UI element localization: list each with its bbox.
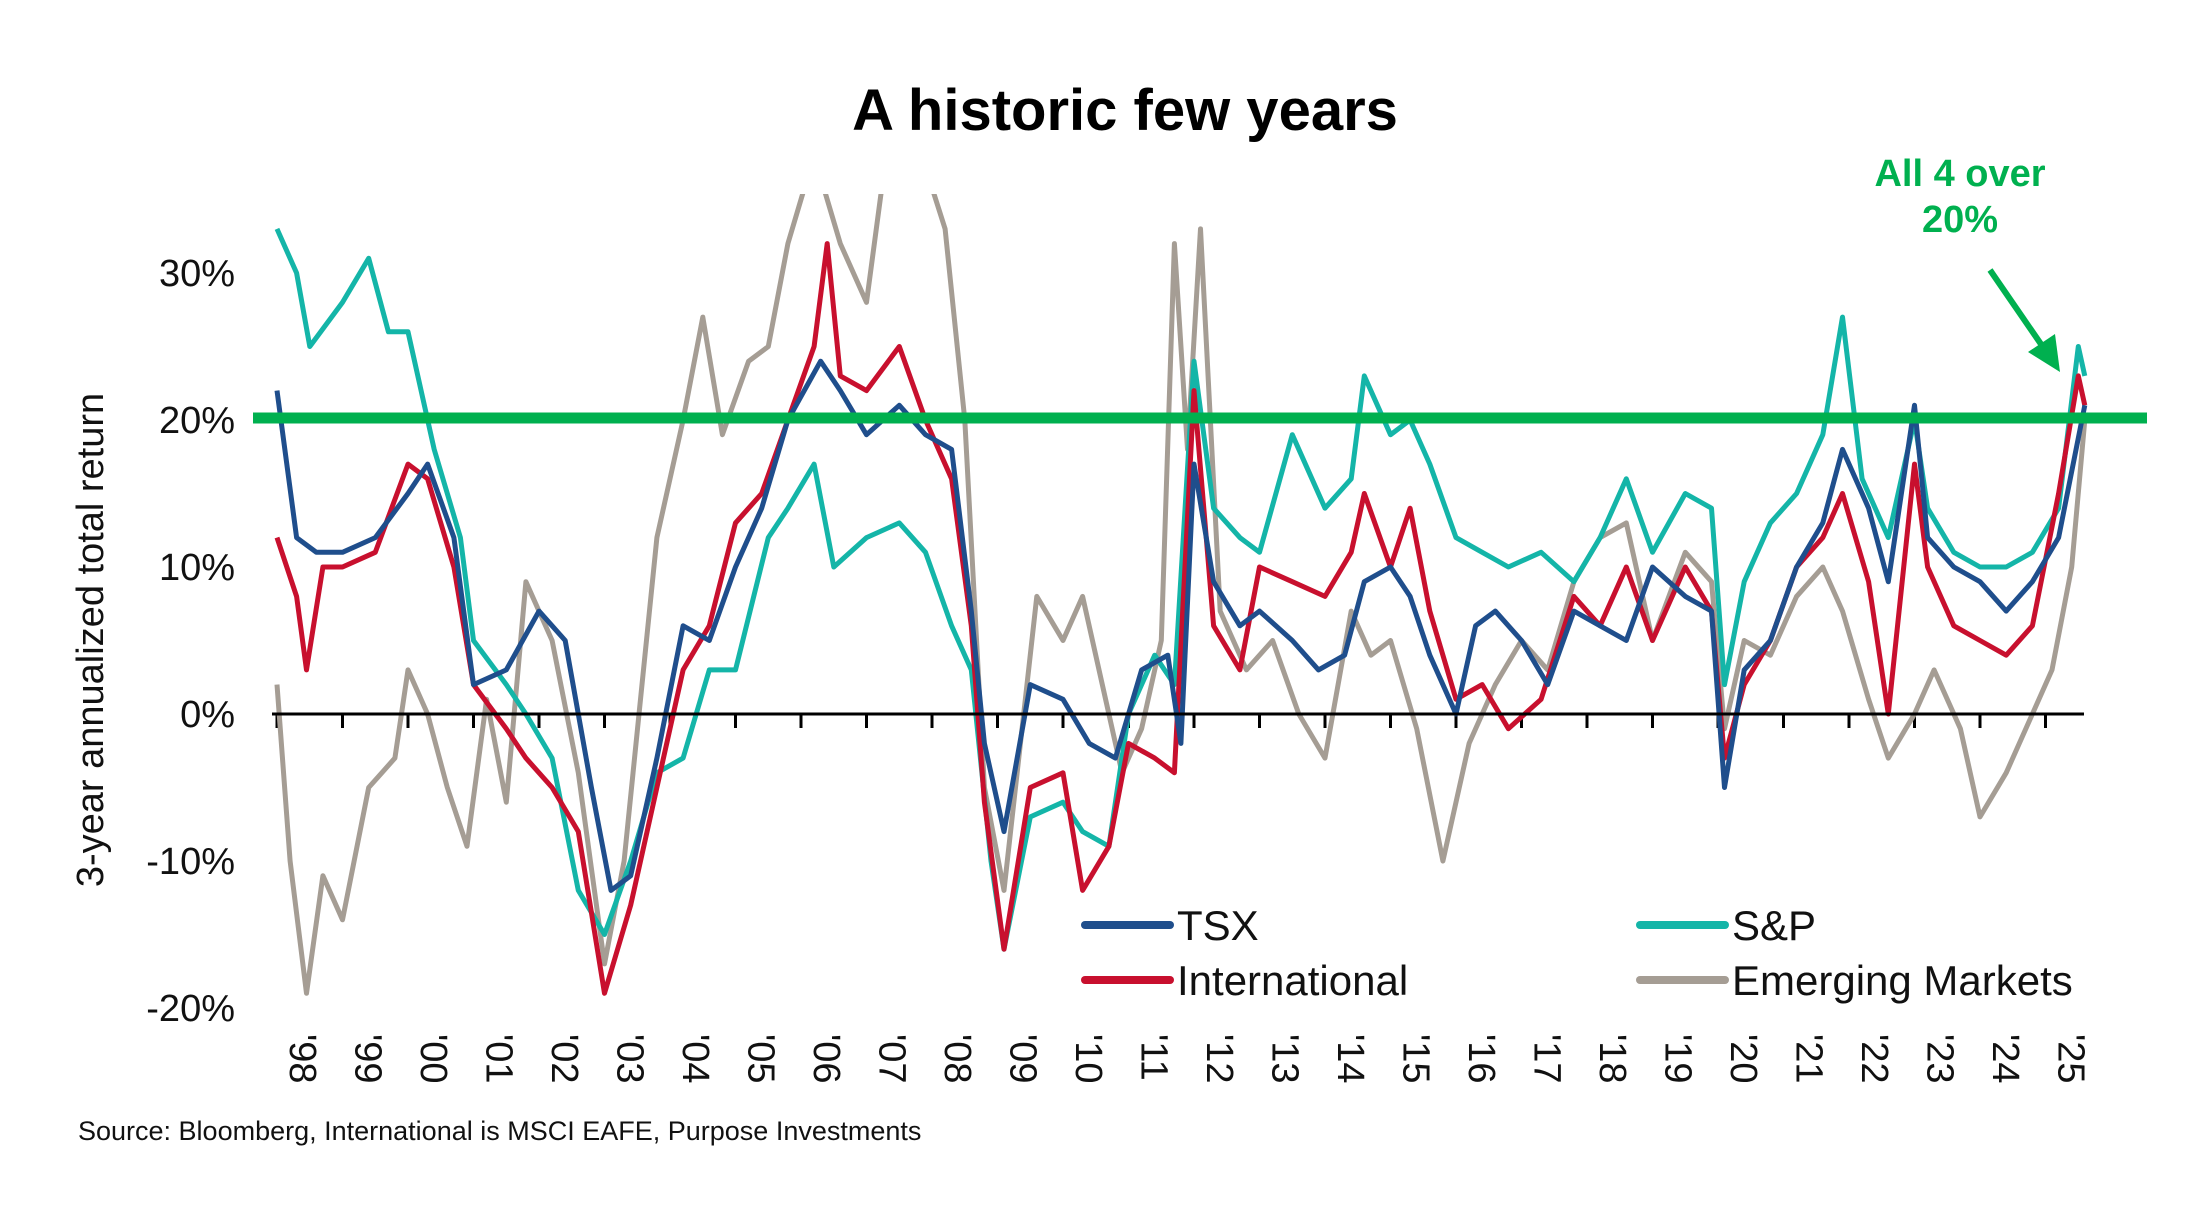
y-tick-label: 0% <box>180 694 235 736</box>
x-tick-label: '18 <box>1591 1034 1633 1084</box>
y-axis-label: 3-year annualized total return <box>70 393 112 887</box>
y-tick-label: 30% <box>159 253 235 295</box>
y-tick-label: 20% <box>159 400 235 442</box>
x-tick-label: '24 <box>1984 1034 2026 1084</box>
annotation-arrow-shaft <box>1987 268 2048 352</box>
y-tick-label: -10% <box>146 841 235 883</box>
annotation-arrow-head <box>2028 334 2060 372</box>
x-tick-label: '01 <box>478 1034 520 1084</box>
x-tick-label: '98 <box>281 1034 323 1084</box>
x-tick-label: '15 <box>1395 1034 1437 1084</box>
x-tick-label: '04 <box>674 1034 716 1084</box>
series-line-s-p <box>274 227 2088 952</box>
x-tick-label: '09 <box>1002 1034 1044 1084</box>
x-tick-label: '16 <box>1460 1034 1502 1084</box>
x-tick-label: '00 <box>412 1034 454 1084</box>
annotation-line-1: All 4 over <box>1874 153 2045 195</box>
x-tick-label: '19 <box>1657 1034 1699 1084</box>
x-tick-label: '21 <box>1788 1034 1830 1084</box>
x-tick-label: '14 <box>1329 1034 1371 1084</box>
x-tick-label: '07 <box>871 1034 913 1084</box>
chart-title: A historic few years <box>852 78 1398 143</box>
x-tick-label: '23 <box>1919 1034 1961 1084</box>
legend-label: TSX <box>1177 902 1259 949</box>
x-tick-label: '11 <box>1133 1034 1175 1081</box>
legend-label: S&P <box>1732 902 1816 949</box>
legend-label: International <box>1177 957 1408 1004</box>
x-tick-label: '02 <box>543 1034 585 1084</box>
x-tick-label: '10 <box>1067 1034 1109 1084</box>
legend-label: Emerging Markets <box>1732 957 2073 1004</box>
x-tick-label: '05 <box>740 1034 782 1084</box>
x-tick-label: '13 <box>1264 1034 1306 1084</box>
x-tick-label: '25 <box>2050 1034 2092 1084</box>
x-tick-label: '20 <box>1722 1034 1764 1084</box>
x-tick-label: '08 <box>936 1034 978 1084</box>
legend: TSX S&P International Emerging Markets <box>1081 902 2073 1004</box>
x-tick-label: '17 <box>1526 1034 1568 1084</box>
x-tick-label: '12 <box>1198 1034 1240 1084</box>
series-line-international <box>274 241 2088 996</box>
y-tick-label: 10% <box>159 547 235 589</box>
x-tick-label: '06 <box>805 1034 847 1084</box>
x-tick-label: '99 <box>347 1034 389 1084</box>
y-tick-label: -20% <box>146 988 235 1030</box>
annotation: All 4 over 20% <box>1874 153 2060 372</box>
x-tick-label: '22 <box>1853 1034 1895 1084</box>
x-tick-label: '03 <box>609 1034 651 1084</box>
source-note: Source: Bloomberg, International is MSCI… <box>78 1116 921 1146</box>
annotation-line-2: 20% <box>1922 199 1998 241</box>
series-line-tsx <box>274 358 2088 893</box>
